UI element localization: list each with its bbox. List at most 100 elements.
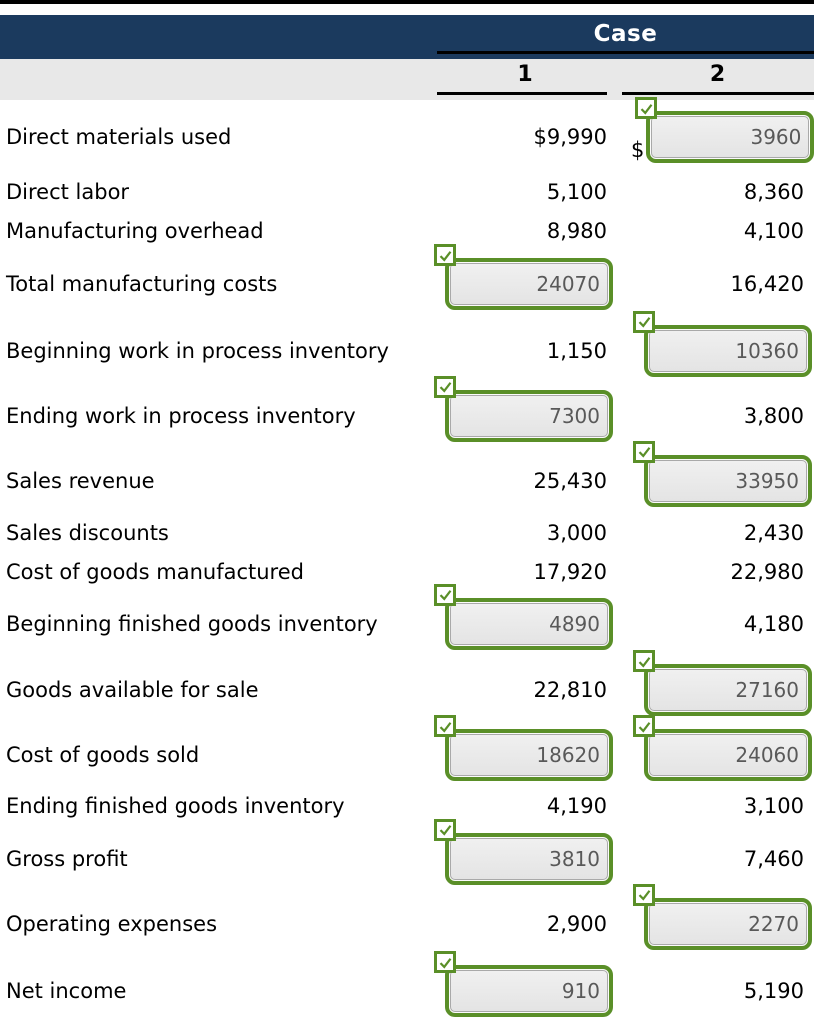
case2-cell [631,440,814,507]
answer-box [633,440,812,507]
row-label: Sales revenue [6,468,155,493]
row-direct-materials-used: Direct materials used $9,990 $ [0,97,814,172]
case1-cell [434,818,615,885]
answer-input[interactable] [651,116,810,158]
answer-box-frame [644,729,812,781]
row-label: Beginning finished goods inventory [6,611,378,636]
row-label: Direct labor [6,179,130,204]
answer-box-frame [644,897,812,950]
case2-value: 8,360 [743,179,804,204]
correct-check-icon [633,440,655,463]
case1-value: 4,190 [546,794,607,818]
case1-cell [434,951,615,1017]
case2-cell: $ [631,97,814,163]
row-cost-of-goods-manufactured: Cost of goods manufactured 17,920 22,980 [0,552,814,591]
answer-input[interactable] [649,734,807,776]
case1-value: 8,980 [546,218,607,243]
correct-check-icon [633,650,655,672]
worksheet-rows: Direct materials used $9,990 $ Direct l [0,97,814,1024]
case2-cell: 3,800 [631,404,814,428]
case1-cell: 8,980 [440,219,615,243]
answer-box [434,951,613,1017]
correct-check-icon [434,375,456,398]
answer-input[interactable] [649,669,807,711]
answer-box [434,583,613,650]
case1-value: 5,100 [546,179,607,204]
answer-input[interactable] [450,734,608,776]
row-gross-profit: Gross profit 7,460 [0,818,814,891]
answer-box [434,818,613,885]
row-label: Operating expenses [6,911,218,936]
case1-cell [434,583,615,650]
case1-value: 22,810 [533,678,607,702]
row-label: Ending work in process inventory [6,403,356,428]
answer-input[interactable] [649,329,807,372]
row-label: Manufacturing overhead [6,218,264,243]
row-label: Beginning work in process inventory [6,338,389,363]
case-header-bar: Case [0,15,814,59]
row-total-manufacturing-costs: Total manufacturing costs 16,420 [0,244,814,318]
row-label: Cost of goods manufactured [6,559,304,584]
answer-box [434,715,613,781]
case2-value: 7,460 [743,846,804,871]
column-header-case-2: 2 [709,62,726,87]
answer-box-frame [644,664,812,716]
correct-check-icon [635,97,658,119]
answer-input[interactable] [450,394,608,437]
answer-box-frame [445,965,613,1017]
row-label: Ending finished goods inventory [6,794,345,818]
row-ending-finished-goods-inventory: Ending finished goods inventory 4,190 3,… [0,786,814,826]
top-border-rule [0,0,814,4]
case1-cell [434,715,615,781]
case2-cell [631,883,814,950]
case2-cell: 22,980 [631,560,814,584]
answer-input[interactable] [450,263,608,305]
correct-check-icon [434,583,456,606]
row-label: Total manufacturing costs [6,272,278,296]
case2-cell [631,715,814,781]
row-sales-discounts: Sales discounts 3,000 2,430 [0,513,814,552]
correct-check-icon [633,883,655,906]
correct-check-icon [434,818,456,841]
answer-input[interactable] [649,902,807,945]
case1-cell: 22,810 [440,678,615,702]
case1-cell: 17,920 [440,560,615,584]
row-label: Direct materials used [6,125,232,149]
answer-input[interactable] [450,970,608,1012]
row-sales-revenue: Sales revenue 25,430 [0,440,814,513]
answer-input[interactable] [649,459,807,502]
answer-box-frame [445,832,613,885]
case1-value: 3,000 [546,520,607,545]
case2-cell: 3,100 [631,794,814,818]
answer-box-frame [445,258,613,310]
case2-cell [631,310,814,377]
case2-value: 22,980 [730,559,804,584]
answer-input[interactable] [450,837,608,880]
answer-box-frame [646,111,814,163]
case1-cell: 4,190 [440,794,615,818]
case1-cell [434,244,615,310]
case1-value: 2,900 [546,911,607,936]
column-header-band: 1 2 [0,59,814,100]
case2-cell: 4,100 [631,219,814,243]
correct-check-icon [434,951,456,973]
case2-cell: 2,430 [631,521,814,545]
currency-prefix: $ [631,138,645,162]
case2-cell [631,650,814,716]
answer-box [635,97,814,163]
column-2-underline [622,92,814,95]
answer-box-frame [445,597,613,650]
column-1-underline [437,92,607,95]
case2-value: 16,420 [730,272,804,296]
row-manufacturing-overhead: Manufacturing overhead 8,980 4,100 [0,211,814,250]
row-label: Goods available for sale [6,678,259,702]
answer-box-frame [644,324,812,377]
case1-cell: 3,000 [440,521,615,545]
answer-box-frame [445,389,613,442]
answer-input[interactable] [450,602,608,645]
row-label: Gross profit [6,846,128,871]
correct-check-icon [633,715,655,737]
case2-value: 5,190 [743,979,804,1003]
row-beginning-finished-goods-inventory: Beginning finished goods inventory 4,180 [0,583,814,656]
case2-cell: 4,180 [631,612,814,636]
